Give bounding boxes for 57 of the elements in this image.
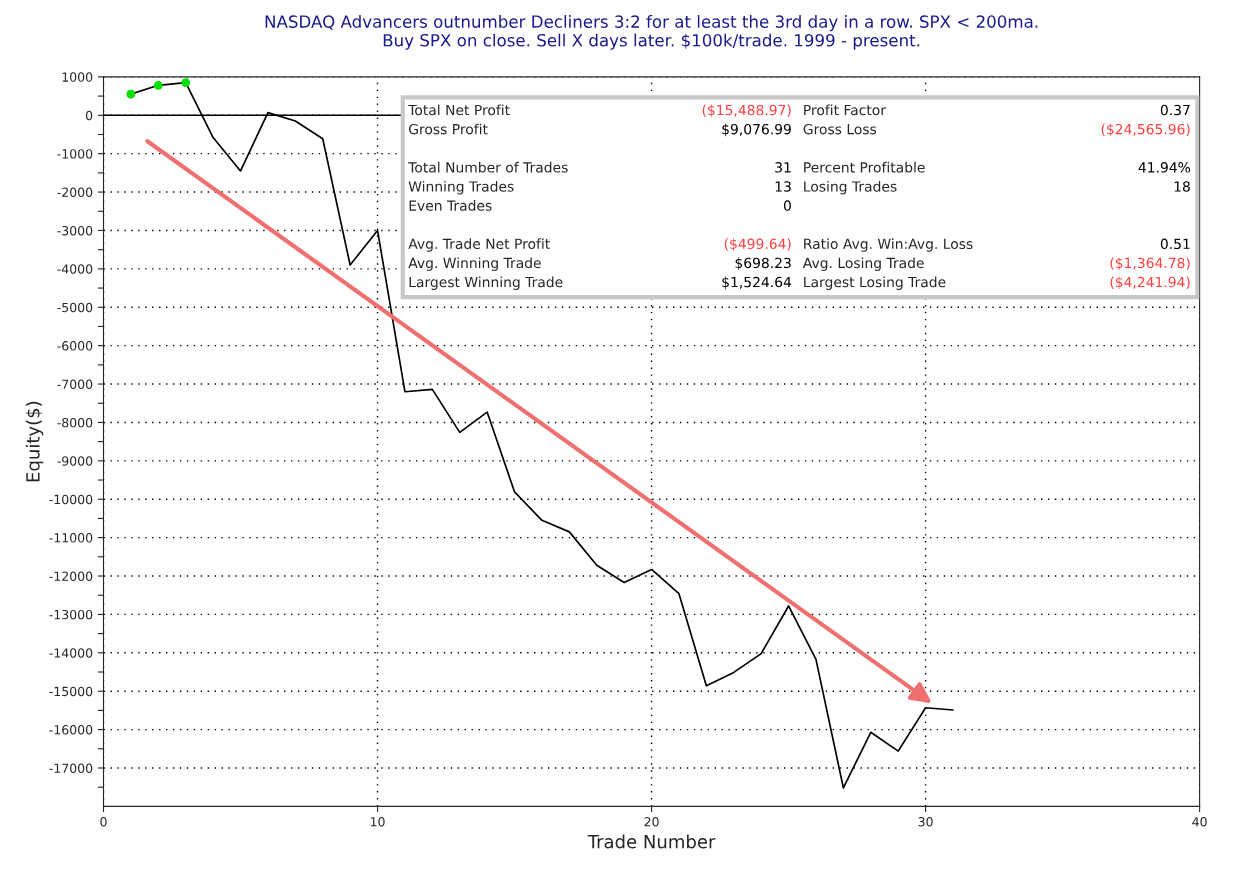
annotation: Winning Trades [408,180,514,195]
y-tick-label: -17000 [49,763,93,773]
annotation: Avg. Winning Trade [408,257,541,271]
annotation: Largest Winning Trade [409,276,563,290]
annotation: ($15,488.97) [702,104,791,118]
annotation: ($4,241.94) [1110,276,1190,290]
annotation: Gross Profit [409,123,488,135]
x-tick-label: 0 [100,817,107,827]
y-tick-label: -4000 [57,264,93,274]
y-tick-label: 1000 [62,72,93,82]
y-tick-label: -5000 [57,302,93,313]
annotation: Avg. Losing Trade [802,257,924,271]
annotation: Losing Trades [804,180,897,195]
x-tick-label: 30 [918,817,933,827]
annotation: Total Number of Trades [408,161,568,173]
annotation: Gross Loss [803,123,877,135]
annotation: 18 [1174,181,1190,192]
y-tick-label: -11000 [49,533,93,543]
y-tick-label: -16000 [49,725,93,735]
x-tick-label: 20 [644,817,659,827]
annotation: ($499.64) [724,238,791,251]
chart-title: NASDAQ Advancers outnumber Decliners 3:2 for at least the 3rd day in a row. SPX < 200ma. Buy SPX on close. Sell X days later. $100k/trade. 1999 - present. [265,15,1038,50]
y-tick-label: -14000 [49,648,93,658]
x-axis-title: Trade Number [587,834,716,849]
annotation: 41.94% [1138,162,1191,173]
annotation: $698.23 [735,257,791,271]
annotation: 0 [783,200,791,211]
annotation: Total Net Profit [408,104,510,116]
annotation: ($1,364.78) [1110,257,1190,271]
annotation: Largest Losing Trade [804,276,946,290]
annotation: $9,076.99 [722,123,791,137]
y-axis-title: Equity($) [25,401,44,482]
y-tick-label: 0 [85,110,93,121]
y-tick-label: -1000 [57,149,93,159]
y-tick-label: -13000 [49,609,93,620]
y-tick-label: -15000 [49,686,93,697]
x-tick-label: 40 [1192,817,1207,827]
y-tick-label: -6000 [57,341,93,351]
annotation: Profit Factor [804,104,886,116]
y-tick-label: -12000 [49,571,93,581]
annotation: 0.51 [1160,238,1190,250]
annotation: Ratio Avg. Win:Avg. Loss [804,238,973,252]
annotation: 31 [775,162,791,173]
annotation: Avg. Trade Net Profit [408,238,550,252]
annotation: Percent Profitable [804,161,925,173]
y-tick-label: -9000 [57,456,93,466]
annotation: Even Trades [409,200,492,211]
y-tick-label: -2000 [57,187,93,197]
annotation: ($24,565.96) [1101,123,1190,137]
annotation: $1,524.64 [722,276,792,290]
annotation: 13 [775,181,791,192]
y-tick-label: -7000 [57,379,93,389]
y-tick-label: -8000 [57,417,93,428]
annotation: 0.37 [1160,104,1190,116]
y-tick-label: -3000 [57,225,93,236]
x-tick-label: 10 [370,817,385,827]
y-tick-label: -10000 [49,494,93,505]
